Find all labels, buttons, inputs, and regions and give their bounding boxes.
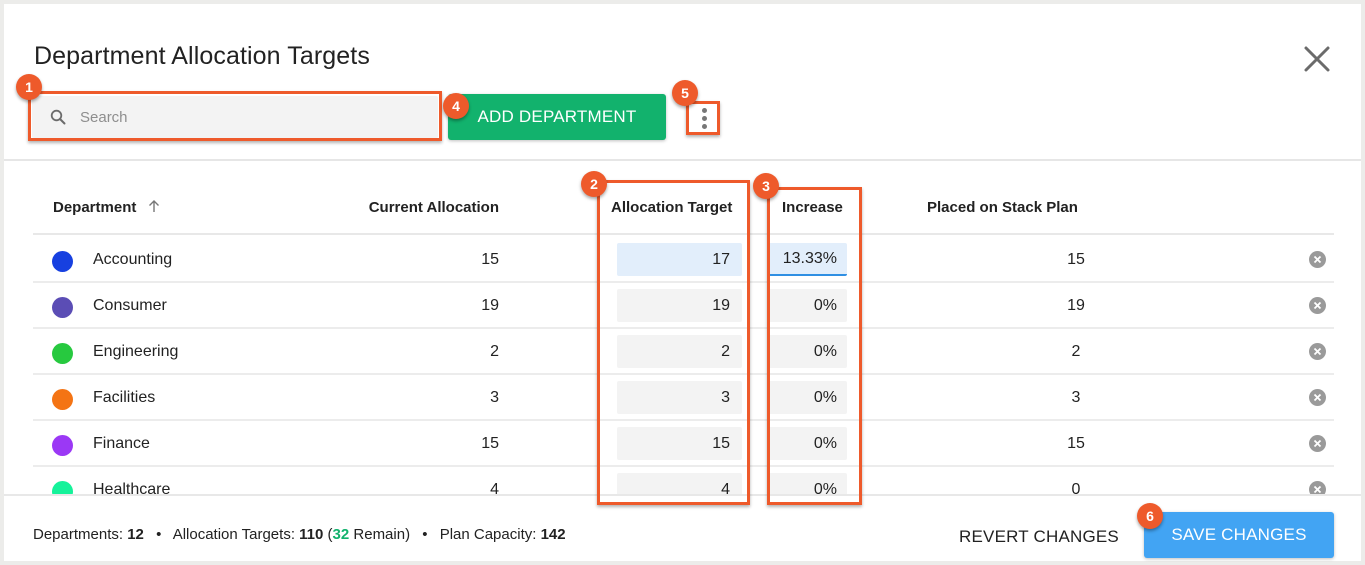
- table-row: Accounting 15 15: [33, 237, 1334, 283]
- dialog-header: Department Allocation Targets ADD DEPART…: [4, 4, 1361, 161]
- table-row: Consumer 19 19: [33, 283, 1334, 329]
- allocation-target-input[interactable]: [617, 381, 742, 414]
- dialog-footer: Departments: 12 • Allocation Targets: 11…: [4, 494, 1361, 561]
- allocation-target-input[interactable]: [617, 243, 742, 276]
- department-name: Healthcare: [93, 481, 171, 494]
- column-header-label: Department: [53, 199, 137, 216]
- increase-input[interactable]: [767, 473, 847, 494]
- close-icon: [1304, 46, 1330, 72]
- plan-capacity-value: 142: [540, 526, 566, 543]
- department-table: Department Current Allocation Allocation…: [33, 163, 1334, 494]
- more-vertical-icon-dot: [701, 115, 707, 121]
- increase-input[interactable]: [767, 335, 847, 368]
- placed-on-stack-plan: 2: [1071, 343, 1081, 360]
- separator: •: [422, 526, 428, 543]
- increase-input[interactable]: [767, 243, 847, 276]
- department-color-swatch: [52, 389, 73, 410]
- department-name: Consumer: [93, 297, 167, 314]
- allocation-target-input[interactable]: [617, 289, 742, 322]
- current-allocation: 19: [481, 297, 499, 314]
- department-name: Engineering: [93, 343, 179, 360]
- remove-circle-icon[interactable]: [1309, 251, 1326, 268]
- placed-on-stack-plan: 15: [1067, 435, 1085, 452]
- departments-count: 12: [127, 526, 144, 543]
- close-button[interactable]: [1302, 44, 1332, 74]
- department-color-swatch: [52, 343, 73, 364]
- increase-input[interactable]: [767, 427, 847, 460]
- placed-on-stack-plan: 19: [1067, 297, 1085, 314]
- arrow-up-icon: [148, 200, 159, 212]
- search-icon: [50, 109, 66, 125]
- remove-circle-icon[interactable]: [1309, 481, 1326, 494]
- more-vertical-icon: [701, 107, 707, 113]
- search-input[interactable]: [80, 108, 400, 126]
- current-allocation: 4: [490, 481, 499, 494]
- add-department-button[interactable]: ADD DEPARTMENT: [448, 94, 666, 140]
- separator: •: [156, 526, 162, 543]
- allocation-target-input[interactable]: [617, 473, 742, 494]
- current-allocation: 2: [490, 343, 499, 360]
- column-header-department[interactable]: Department: [53, 199, 161, 216]
- increase-input[interactable]: [767, 289, 847, 322]
- table-row: Facilities 3 3: [33, 375, 1334, 421]
- table-row: Finance 15 15: [33, 421, 1334, 467]
- column-header-current-allocation[interactable]: Current Allocation: [368, 199, 499, 216]
- department-color-swatch: [52, 297, 73, 318]
- current-allocation: 15: [481, 435, 499, 452]
- department-color-swatch: [52, 481, 73, 494]
- placed-on-stack-plan: 15: [1067, 251, 1085, 268]
- dialog-title: Department Allocation Targets: [34, 42, 370, 70]
- remove-circle-icon[interactable]: [1309, 297, 1326, 314]
- allocation-targets-label: Allocation Targets:: [172, 526, 295, 543]
- allocation-target-input[interactable]: [617, 335, 742, 368]
- more-vertical-icon-dot: [701, 123, 707, 129]
- department-name: Finance: [93, 435, 150, 452]
- paren-open: (: [327, 526, 333, 543]
- column-header-allocation-target[interactable]: Allocation Target: [611, 199, 733, 216]
- placed-on-stack-plan: 0: [1071, 481, 1081, 494]
- allocation-summary: Departments: 12 • Allocation Targets: 11…: [33, 526, 566, 543]
- remove-circle-icon[interactable]: [1309, 343, 1326, 360]
- table-row: Healthcare 4 0: [33, 467, 1334, 494]
- column-header-increase[interactable]: Increase: [782, 199, 843, 216]
- department-color-swatch: [52, 251, 73, 272]
- increase-input[interactable]: [767, 381, 847, 414]
- department-name: Accounting: [93, 251, 173, 268]
- placed-on-stack-plan: 3: [1071, 389, 1081, 406]
- save-changes-button[interactable]: SAVE CHANGES: [1144, 512, 1334, 558]
- allocation-targets-total: 110: [299, 526, 324, 543]
- current-allocation: 15: [481, 251, 499, 268]
- table-header: Department Current Allocation Allocation…: [33, 163, 1334, 235]
- remove-circle-icon[interactable]: [1309, 389, 1326, 406]
- search-field[interactable]: [32, 96, 438, 138]
- department-allocation-dialog: Department Allocation Targets ADD DEPART…: [4, 4, 1361, 561]
- revert-changes-button[interactable]: REVERT CHANGES: [954, 516, 1124, 558]
- plan-capacity-label: Plan Capacity:: [439, 526, 537, 543]
- remove-circle-icon[interactable]: [1309, 435, 1326, 452]
- more-options-button[interactable]: [688, 102, 720, 134]
- department-color-swatch: [52, 435, 73, 456]
- column-header-placed-on-stack-plan[interactable]: Placed on Stack Plan: [927, 199, 1078, 216]
- table-row: Engineering 2 2: [33, 329, 1334, 375]
- current-allocation: 3: [490, 389, 499, 406]
- allocation-target-input[interactable]: [617, 427, 742, 460]
- departments-label: Departments:: [33, 526, 124, 543]
- remain-label: Remain): [353, 526, 411, 543]
- remaining-count: 32: [332, 526, 350, 543]
- department-name: Facilities: [93, 389, 156, 406]
